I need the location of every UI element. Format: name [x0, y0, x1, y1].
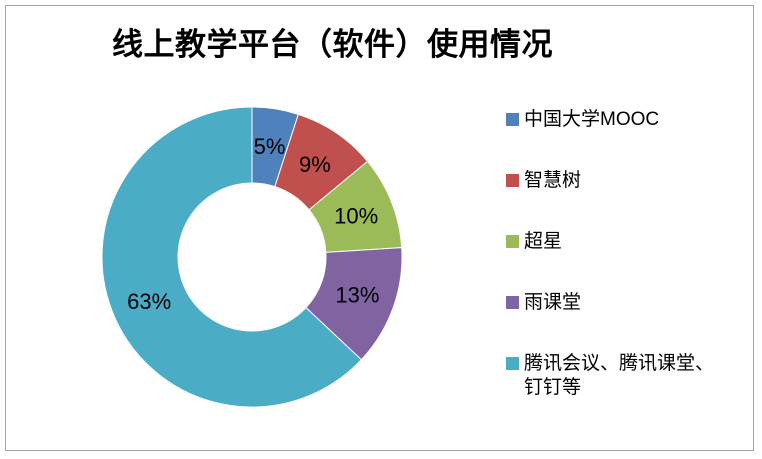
legend: 中国大学MOOC 智慧树超星雨课堂腾讯会议、腾讯课堂、钉钉等 — [506, 108, 758, 400]
legend-label: 智慧树 — [524, 170, 582, 191]
legend-item-5: 腾讯会议、腾讯课堂、钉钉等 — [506, 352, 758, 400]
legend-item-4: 雨课堂 — [506, 291, 758, 315]
legend-swatch-icon — [506, 174, 519, 187]
legend-label: 中国大学MOOC — [524, 109, 660, 130]
slice-label-5: 63% — [127, 289, 171, 314]
legend-swatch-icon — [506, 235, 519, 248]
legend-item-3: 超星 — [506, 230, 758, 254]
slice-label-3: 10% — [334, 203, 378, 228]
legend-swatch-icon — [506, 113, 519, 126]
donut-slice-5 — [101, 106, 363, 408]
legend-swatch-icon — [506, 296, 519, 309]
legend-label: 雨课堂 — [524, 292, 582, 313]
slice-label-4: 13% — [335, 283, 379, 308]
legend-swatch-icon — [506, 357, 519, 370]
legend-label: 超星 — [524, 231, 563, 252]
legend-item-2: 智慧树 — [506, 169, 758, 193]
donut-chart: 5% 9% 10% 13% 63% — [101, 106, 403, 408]
legend-label: 腾讯会议、腾讯课堂、钉钉等 — [524, 353, 715, 398]
chart-title: 线上教学平台（软件）使用情况 — [112, 27, 553, 63]
legend-item-1: 中国大学MOOC — [506, 108, 758, 132]
slice-label-1: 5% — [254, 134, 286, 159]
slice-label-2: 9% — [299, 152, 331, 177]
